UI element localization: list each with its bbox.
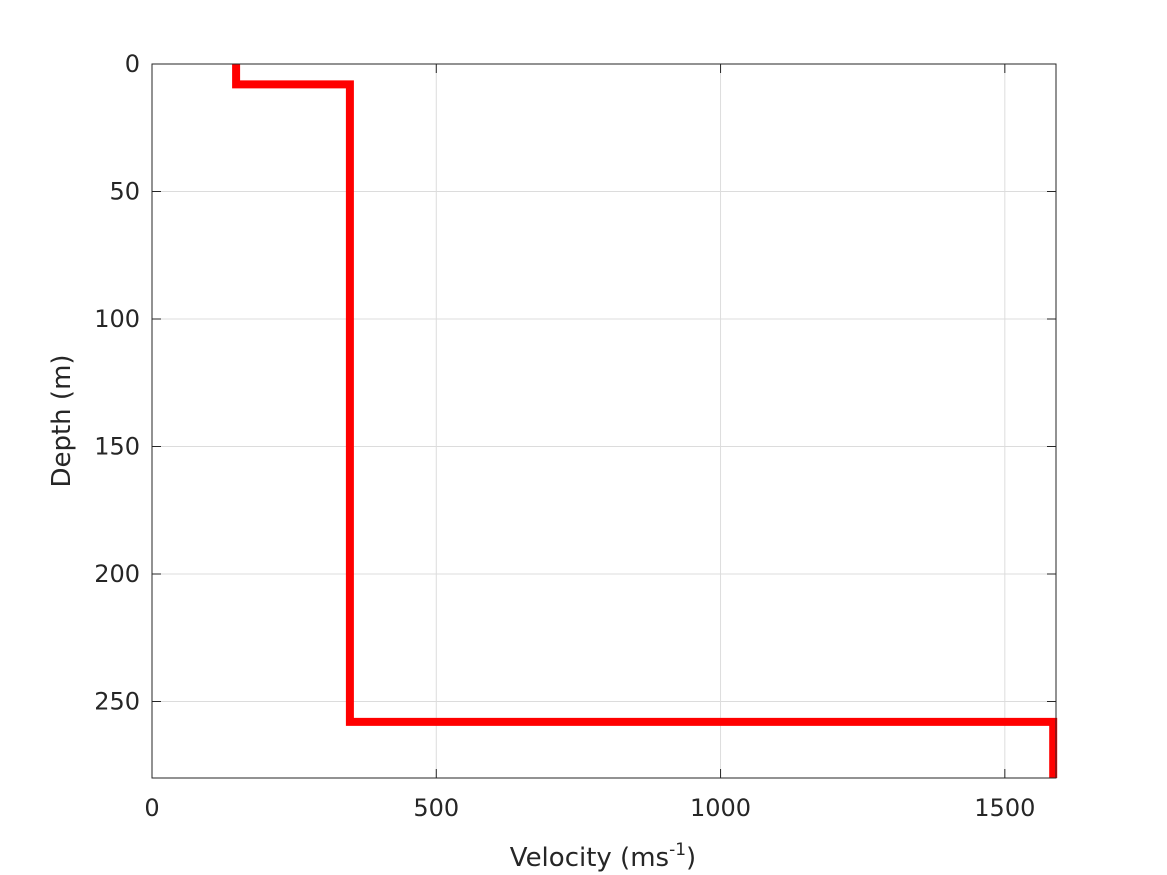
x-axis-label: Velocity (ms-1) xyxy=(510,840,696,873)
y-tick-label: 250 xyxy=(94,688,140,716)
y-tick-label: 200 xyxy=(94,560,140,588)
x-tick-label: 500 xyxy=(413,794,459,822)
ticks: 0 500 1000 1500 0 50 100 150 200 250 xyxy=(94,50,1056,822)
x-axis-label-main: Velocity (ms xyxy=(510,843,669,873)
x-tick-label: 1500 xyxy=(974,794,1035,822)
axes-frame xyxy=(151,63,1057,779)
y-tick-label: 50 xyxy=(109,178,140,206)
x-tick-label: 1000 xyxy=(690,794,751,822)
y-axis-label: Depth (m) xyxy=(47,354,77,487)
data-series xyxy=(232,64,1058,778)
y-tick-label: 100 xyxy=(94,305,140,333)
y-tick-label: 150 xyxy=(94,433,140,461)
x-axis-label-tail: ) xyxy=(686,843,696,873)
plot-area xyxy=(152,64,1056,778)
x-axis-label-superscript: -1 xyxy=(669,840,686,860)
velocity-profile-line xyxy=(232,64,1058,778)
y-tick-label: 0 xyxy=(125,50,140,78)
x-tick-label: 0 xyxy=(144,794,159,822)
